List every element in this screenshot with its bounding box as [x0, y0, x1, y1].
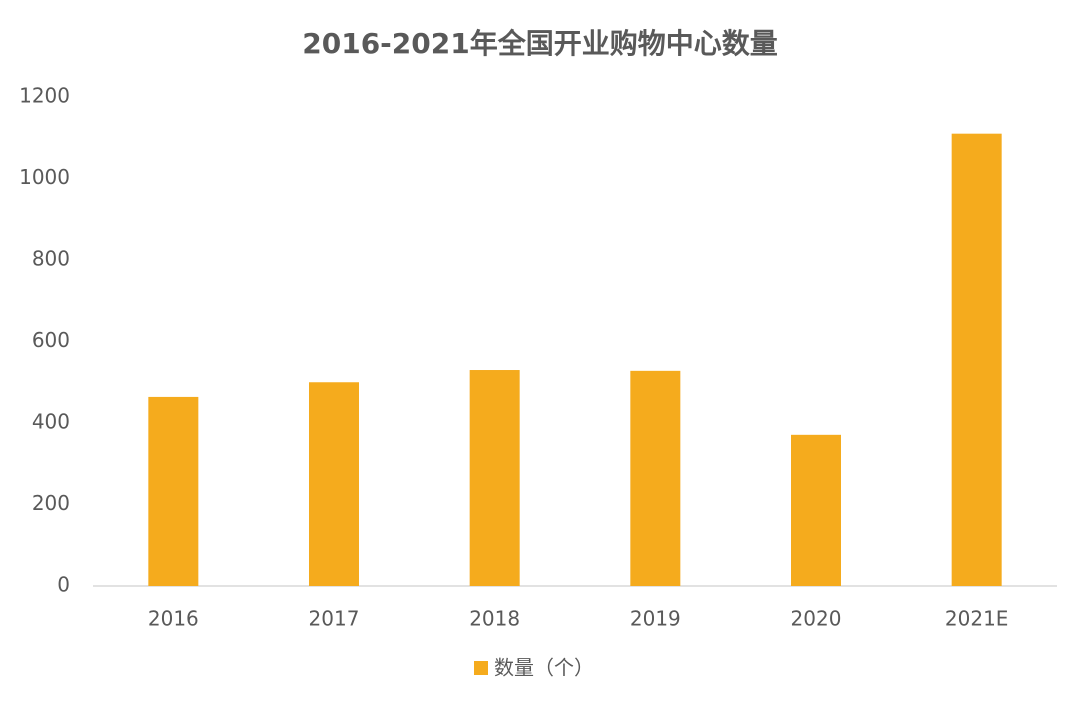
x-tick-label: 2019 — [630, 607, 681, 631]
y-tick-label: 800 — [32, 247, 70, 271]
x-tick-label: 2017 — [309, 607, 360, 631]
legend-label: 数量（个） — [494, 656, 594, 680]
bar — [791, 434, 841, 586]
chart-title: 2016-2021年全国开业购物中心数量 — [302, 27, 777, 60]
y-tick-label: 1000 — [19, 165, 70, 189]
x-tick-label: 2021E — [945, 607, 1009, 631]
y-tick-label: 600 — [32, 328, 70, 352]
bar — [630, 370, 681, 586]
x-tick-label: 2020 — [791, 607, 842, 631]
bar — [148, 396, 199, 586]
legend-swatch — [474, 661, 488, 675]
bar — [309, 382, 359, 586]
bar — [951, 133, 1002, 587]
x-tick-label: 2016 — [148, 607, 199, 631]
y-tick-label: 200 — [32, 491, 70, 515]
bar — [469, 370, 520, 586]
x-tick-label: 2018 — [469, 607, 520, 631]
y-tick-label: 400 — [32, 410, 70, 434]
y-tick-label: 0 — [57, 573, 70, 597]
y-tick-label: 1200 — [19, 84, 70, 108]
